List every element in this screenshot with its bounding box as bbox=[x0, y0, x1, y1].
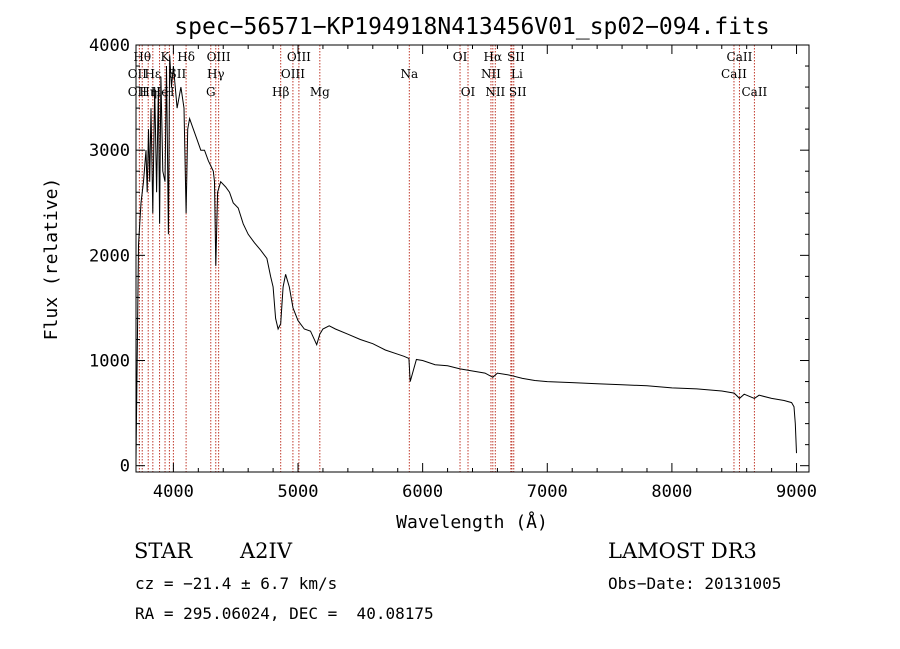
y-tick-label: 3000 bbox=[89, 141, 130, 161]
line-label: Li bbox=[511, 67, 523, 81]
object-subclass: A2IV bbox=[240, 539, 292, 563]
line-label: OIII bbox=[207, 50, 231, 64]
line-label: CaII bbox=[721, 67, 747, 81]
x-tick-label: 5000 bbox=[278, 482, 319, 502]
line-label: NII bbox=[485, 85, 505, 99]
plot-frame bbox=[135, 44, 810, 473]
line-label: Hε bbox=[144, 67, 161, 81]
line-label: OI bbox=[453, 50, 468, 64]
line-label: Mg bbox=[310, 85, 330, 99]
observation-date: Obs−Date: 20131005 bbox=[608, 574, 782, 593]
line-label: Hα bbox=[484, 50, 503, 64]
x-tick-label: 4000 bbox=[153, 482, 194, 502]
coordinates: RA = 295.06024, DEC = 40.08175 bbox=[135, 604, 434, 623]
line-label: CaII bbox=[727, 50, 753, 64]
emission-line-labels: HθOIIOIIHηHεHeKHSIIHδGHγOIIIHβOIIIOIIIMg… bbox=[128, 50, 768, 99]
x-tick-label: 7000 bbox=[527, 482, 568, 502]
y-axis-ticks: 0 1000 2000 3000 4000 bbox=[89, 36, 809, 477]
line-label: Hγ bbox=[207, 67, 225, 81]
redshift-cz: cz = −21.4 ± 6.7 km/s bbox=[135, 574, 338, 593]
line-label: OIII bbox=[287, 50, 311, 64]
line-label: Na bbox=[400, 67, 418, 81]
x-tick-label: 6000 bbox=[402, 482, 443, 502]
line-label: Hβ bbox=[272, 85, 289, 99]
line-label: OI bbox=[461, 85, 476, 99]
line-label: NII bbox=[481, 67, 501, 81]
y-tick-label: 1000 bbox=[89, 352, 130, 372]
y-axis-label: Flux (relative) bbox=[41, 178, 62, 341]
line-label: CaII bbox=[741, 85, 767, 99]
y-tick-label: 4000 bbox=[89, 36, 130, 56]
object-class: STAR bbox=[134, 539, 193, 563]
line-label: Hδ bbox=[177, 50, 195, 64]
spectrum-chart: spec−56571−KP194918N413456V01_sp02−094.f… bbox=[41, 14, 817, 533]
line-label: K bbox=[161, 50, 171, 64]
line-label: Hη bbox=[139, 85, 157, 99]
y-tick-label: 0 bbox=[120, 457, 130, 477]
y-tick-label: 2000 bbox=[89, 246, 130, 266]
chart-title: spec−56571−KP194918N413456V01_sp02−094.f… bbox=[174, 14, 769, 40]
x-tick-label: 8000 bbox=[651, 482, 692, 502]
line-label: OII bbox=[128, 85, 148, 99]
line-label: SII bbox=[509, 85, 527, 99]
x-axis-label: Wavelength (Å) bbox=[396, 511, 548, 533]
line-label: OII bbox=[128, 67, 148, 81]
x-tick-label: 9000 bbox=[776, 482, 817, 502]
survey-name: LAMOST DR3 bbox=[608, 539, 757, 563]
x-axis-ticks: 4000 5000 6000 7000 8000 9000 bbox=[153, 45, 817, 502]
line-label: Hθ bbox=[133, 50, 151, 64]
emission-line-markers bbox=[138, 45, 755, 472]
line-label: OIII bbox=[281, 67, 305, 81]
line-label: G bbox=[206, 85, 216, 99]
spectrum-series-line bbox=[135, 55, 797, 461]
line-label: SII bbox=[507, 50, 525, 64]
